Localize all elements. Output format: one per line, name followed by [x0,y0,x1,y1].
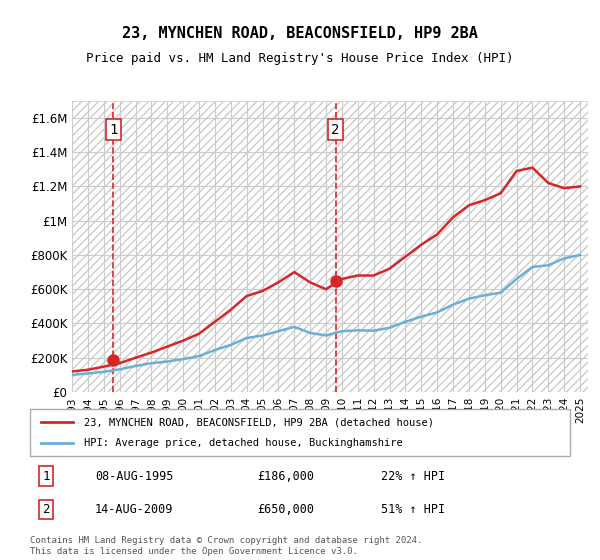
FancyBboxPatch shape [30,409,570,456]
Text: 23, MYNCHEN ROAD, BEACONSFIELD, HP9 2BA: 23, MYNCHEN ROAD, BEACONSFIELD, HP9 2BA [122,26,478,41]
Text: 14-AUG-2009: 14-AUG-2009 [95,503,173,516]
Text: 23, MYNCHEN ROAD, BEACONSFIELD, HP9 2BA (detached house): 23, MYNCHEN ROAD, BEACONSFIELD, HP9 2BA … [84,417,434,427]
Text: 51% ↑ HPI: 51% ↑ HPI [381,503,445,516]
Text: 22% ↑ HPI: 22% ↑ HPI [381,469,445,483]
Text: 1: 1 [109,123,118,137]
Text: 1: 1 [43,469,50,483]
Text: HPI: Average price, detached house, Buckinghamshire: HPI: Average price, detached house, Buck… [84,438,403,448]
Text: 2: 2 [43,503,50,516]
Text: 08-AUG-1995: 08-AUG-1995 [95,469,173,483]
Text: 2: 2 [331,123,340,137]
Text: Contains HM Land Registry data © Crown copyright and database right 2024.
This d: Contains HM Land Registry data © Crown c… [30,536,422,556]
Text: Price paid vs. HM Land Registry's House Price Index (HPI): Price paid vs. HM Land Registry's House … [86,52,514,66]
Text: £650,000: £650,000 [257,503,314,516]
Text: £186,000: £186,000 [257,469,314,483]
